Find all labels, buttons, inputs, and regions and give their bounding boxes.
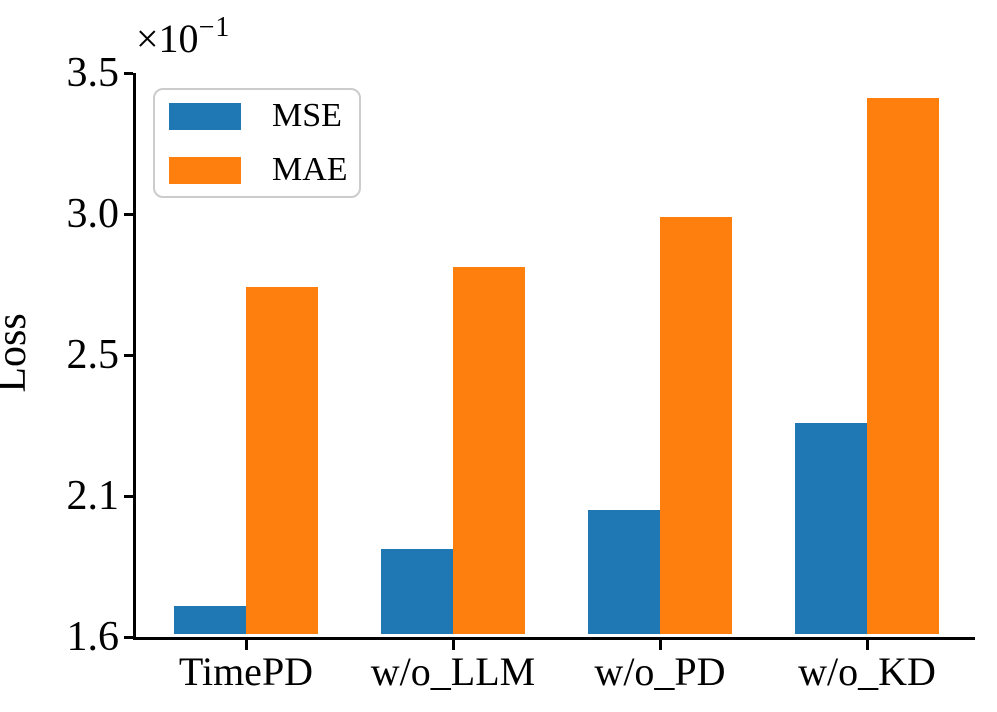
y-axis-line <box>133 73 136 640</box>
x-tick-label-timepd: TimePD <box>178 649 314 694</box>
x-tick-mark <box>659 640 662 650</box>
offset-multiplier: ×10 <box>136 16 199 61</box>
legend-label-mse: MSE <box>272 97 342 134</box>
legend-swatch-mae <box>169 156 241 184</box>
x-tick-mark <box>866 640 869 650</box>
y-tick-mark <box>124 72 133 75</box>
y-tick-label: 3.0 <box>66 191 120 237</box>
y-tick-mark <box>124 354 133 357</box>
y-tick-label: 3.5 <box>66 50 120 96</box>
bar-mse-timepd <box>174 606 246 634</box>
y-axis-offset-text: ×10−1 <box>136 14 230 59</box>
x-tick-label-w-o-pd: w/o_PD <box>594 649 726 694</box>
bar-mse-w-o-kd <box>795 423 867 634</box>
legend-swatch-mse <box>169 102 241 130</box>
y-tick-label: 2.1 <box>66 473 120 519</box>
x-axis-line <box>133 637 975 640</box>
x-tick-label-w-o-kd: w/o_KD <box>798 649 936 694</box>
offset-exponent: −1 <box>198 12 231 43</box>
bar-mae-w-o-kd <box>867 98 939 634</box>
y-tick-mark <box>124 495 133 498</box>
bar-mse-w-o-pd <box>588 510 660 634</box>
bar-mse-w-o-llm <box>381 549 453 634</box>
x-tick-label-w-o-llm: w/o_LLM <box>370 649 536 694</box>
plot-area <box>124 72 975 650</box>
y-tick-label: 2.5 <box>66 332 120 378</box>
legend-label-mae: MAE <box>272 151 348 188</box>
bar-mae-timepd <box>246 287 318 634</box>
legend: MSE MAE <box>153 88 361 198</box>
x-tick-mark <box>245 640 248 650</box>
y-tick-mark <box>124 213 133 216</box>
y-tick-label: 1.6 <box>66 614 120 660</box>
y-tick-mark <box>124 636 133 639</box>
y-axis-label: Loss <box>0 313 35 393</box>
legend-item-mse: MSE <box>169 97 345 134</box>
bar-mae-w-o-pd <box>660 217 732 634</box>
bar-mae-w-o-llm <box>453 267 525 634</box>
x-tick-mark <box>452 640 455 650</box>
legend-item-mae: MAE <box>169 151 348 188</box>
